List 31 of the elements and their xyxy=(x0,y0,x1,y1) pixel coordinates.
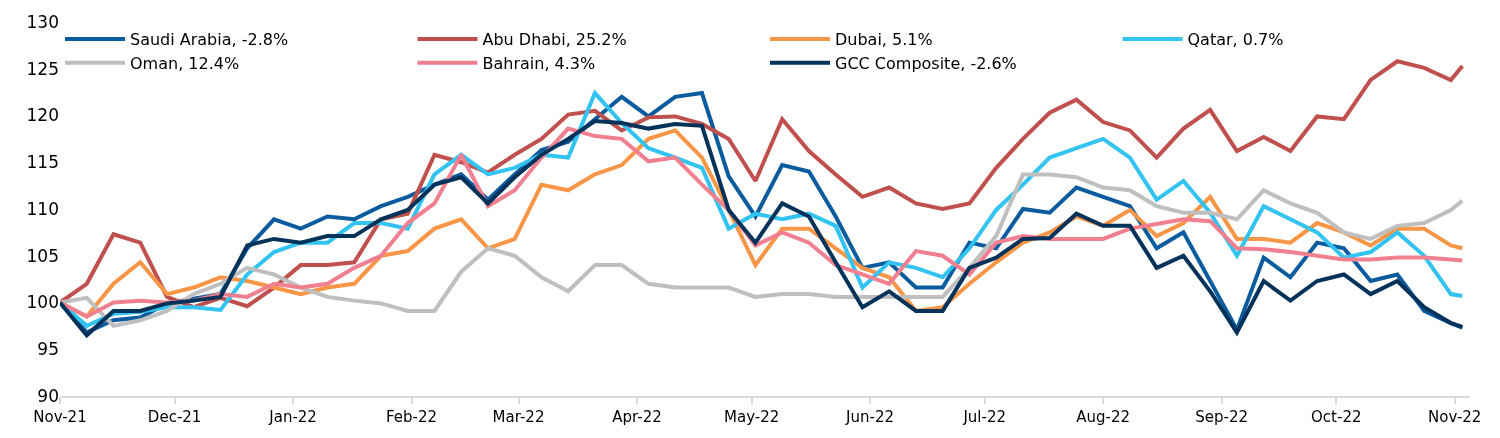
x-tick-label: Jun-22 xyxy=(845,408,895,426)
x-tick-label: Jul-22 xyxy=(962,408,1007,426)
x-tick-label: Nov-22 xyxy=(1428,408,1482,426)
x-tick-label: Feb-22 xyxy=(386,408,438,426)
x-tick-label: Sep-22 xyxy=(1195,408,1249,426)
x-tick-label: Nov-21 xyxy=(33,408,87,426)
x-tick-label: Apr-22 xyxy=(612,408,662,426)
y-tick-label: 95 xyxy=(37,339,59,360)
y-tick-label: 90 xyxy=(37,385,59,406)
x-tick-label: Dec-21 xyxy=(147,408,202,426)
y-tick-label: 115 xyxy=(26,152,59,173)
y-tick-label: 110 xyxy=(26,198,59,219)
line-series xyxy=(60,59,1465,310)
legend-label: Dubai, 5.1% xyxy=(835,30,933,50)
legend-label: Saudi Arabia, -2.8% xyxy=(130,30,289,50)
legend-label: Oman, 12.4% xyxy=(130,53,240,73)
x-tick-label: Oct-22 xyxy=(1311,408,1362,426)
y-tick-label: 120 xyxy=(26,105,59,126)
legend-label: Qatar, 0.7% xyxy=(1187,30,1284,50)
x-tick-label: Jan-22 xyxy=(268,408,317,426)
legend-label: GCC Composite, -2.6% xyxy=(835,53,1017,73)
y-tick-label: 125 xyxy=(26,58,59,79)
y-tick-label: 130 xyxy=(26,11,59,32)
y-tick-label: 105 xyxy=(26,245,59,266)
legend-label: Abu Dhabi, 25.2% xyxy=(482,30,627,50)
x-tick-label: May-22 xyxy=(724,408,780,426)
legend-label: Bahrain, 4.3% xyxy=(482,53,596,73)
line-series xyxy=(60,172,1465,328)
x-tick-label: Mar-22 xyxy=(492,408,545,426)
x-tick-label: Aug-22 xyxy=(1076,408,1131,426)
y-tick-label: 100 xyxy=(26,292,59,313)
